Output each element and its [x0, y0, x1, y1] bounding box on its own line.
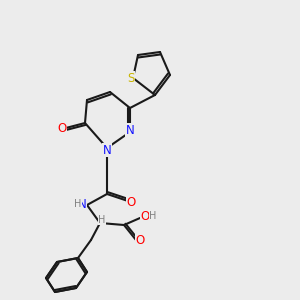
- Text: H: H: [74, 199, 82, 209]
- Text: O: O: [140, 209, 150, 223]
- Text: N: N: [103, 143, 111, 157]
- Text: O: O: [126, 196, 136, 208]
- Text: S: S: [127, 71, 135, 85]
- Text: O: O: [135, 233, 145, 247]
- Text: N: N: [78, 199, 86, 212]
- Text: H: H: [98, 215, 106, 225]
- Text: N: N: [126, 124, 134, 136]
- Text: H: H: [149, 211, 157, 221]
- Text: O: O: [57, 122, 67, 136]
